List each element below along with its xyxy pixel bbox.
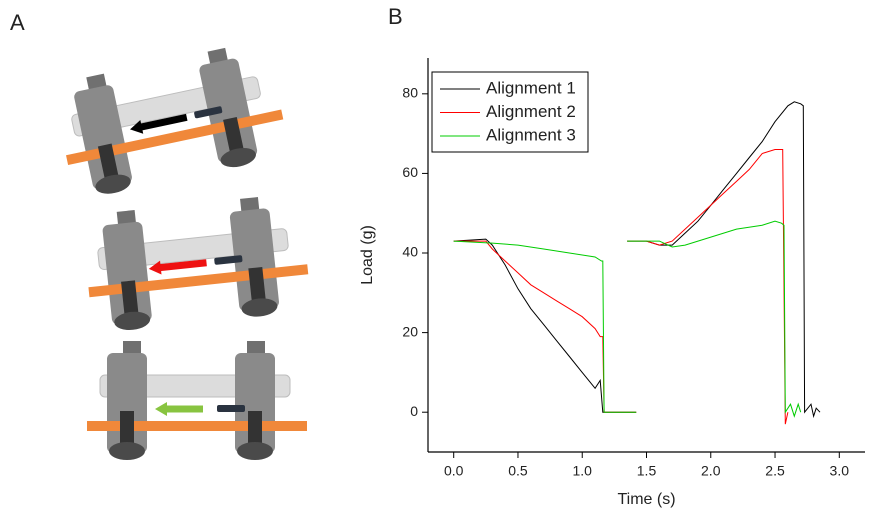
x-tick-label: 1.5 bbox=[637, 463, 657, 479]
assembly-illustration bbox=[87, 341, 307, 460]
data-line bbox=[453, 220, 802, 418]
y-tick-label: 0 bbox=[410, 403, 418, 419]
x-tick-label: 2.0 bbox=[701, 463, 721, 479]
y-tick-label: 20 bbox=[402, 323, 418, 339]
legend-label: Alignment 1 bbox=[486, 78, 576, 97]
data-line bbox=[453, 149, 789, 425]
legend-label: Alignment 2 bbox=[486, 102, 576, 121]
y-tick-label: 40 bbox=[402, 244, 418, 260]
x-axis-title: Time (s) bbox=[617, 491, 675, 508]
assembly-illustration bbox=[66, 47, 284, 194]
x-tick-label: 0.0 bbox=[444, 463, 464, 479]
x-tick-label: 2.5 bbox=[765, 463, 785, 479]
assembly-illustration bbox=[88, 197, 309, 331]
y-tick-label: 60 bbox=[402, 164, 418, 180]
data-line bbox=[453, 101, 821, 419]
x-tick-label: 1.0 bbox=[573, 463, 593, 479]
y-axis-title: Load (g) bbox=[359, 225, 376, 285]
x-tick-label: 3.0 bbox=[830, 463, 850, 479]
legend-label: Alignment 3 bbox=[486, 125, 576, 144]
y-tick-label: 80 bbox=[402, 85, 418, 101]
plot: 0 20 40 60 80 0.0 0.5 1.0 1.5 2.0 2.5 3.0 Time (s) Lo… bbox=[359, 58, 865, 508]
x-tick-label: 0.5 bbox=[508, 463, 528, 479]
panel-label: A bbox=[10, 10, 25, 35]
panel-label: B bbox=[388, 4, 403, 29]
